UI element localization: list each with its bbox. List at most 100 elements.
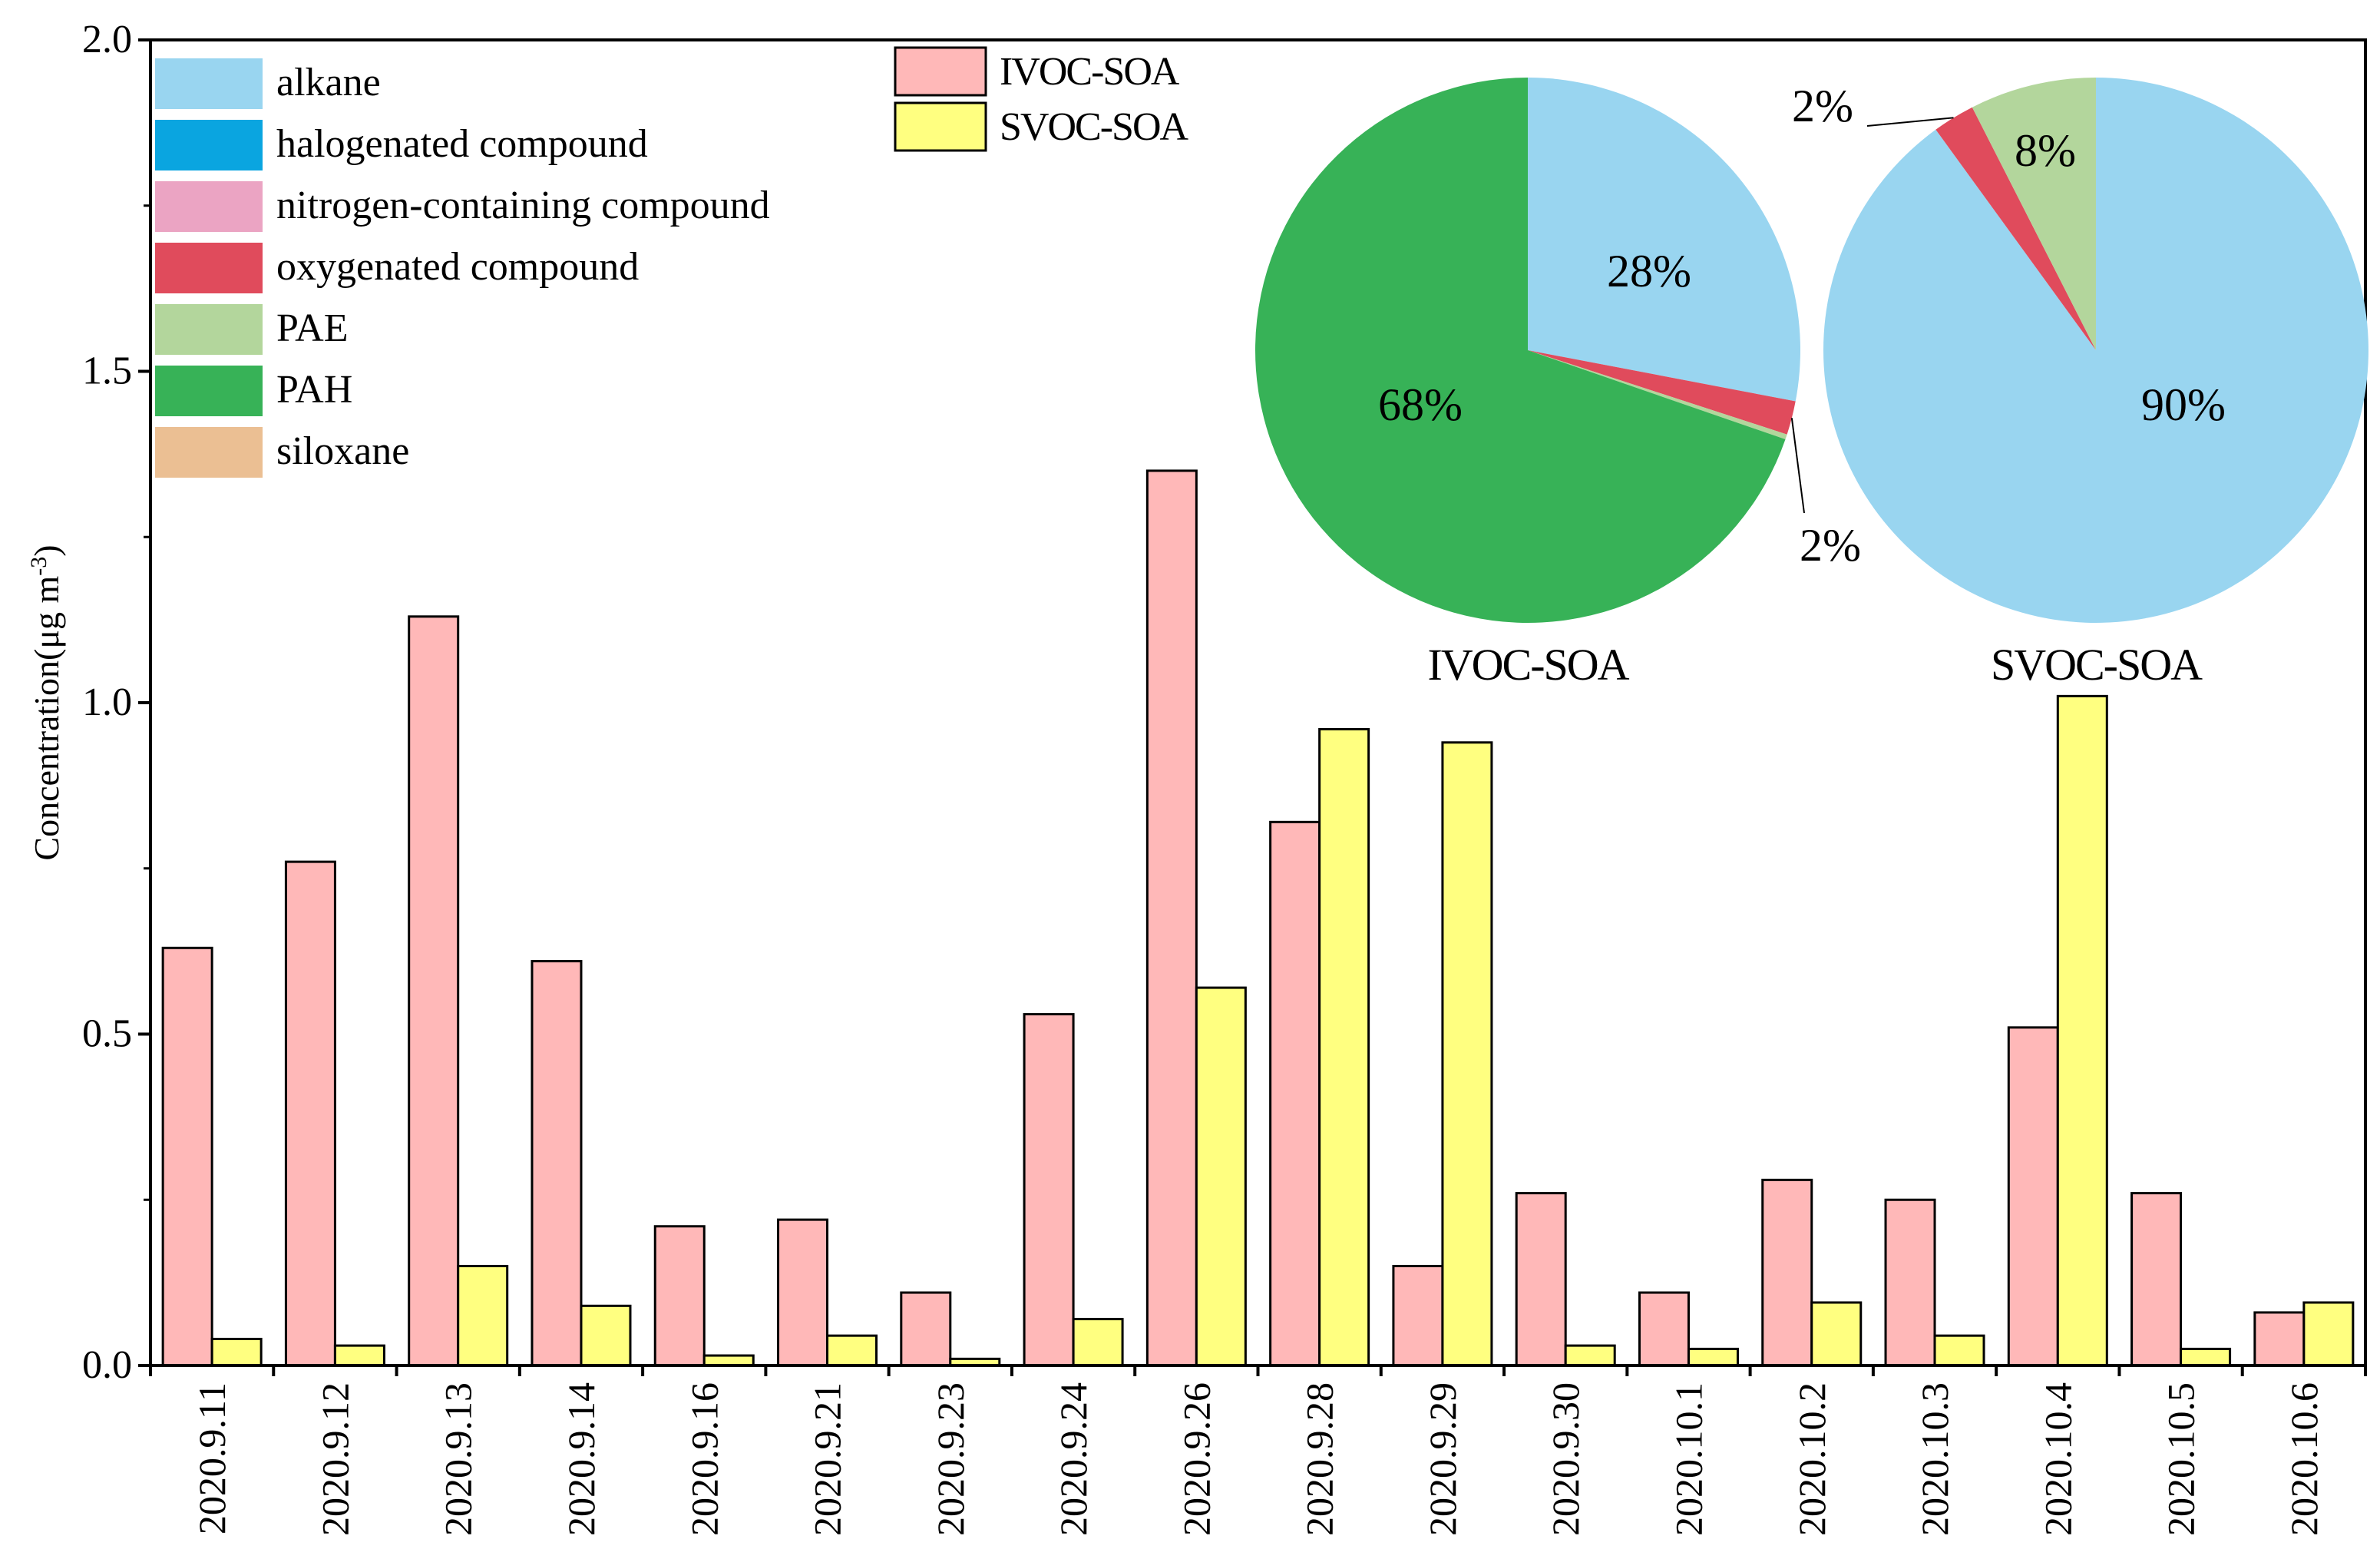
bar-ivoc-soa-2020-10-3 <box>1884 1198 1936 1367</box>
pie-leader-line <box>1790 418 1805 514</box>
x-tick-label: 2020.9.21 <box>806 1382 849 1536</box>
pie-slice-alkane <box>1528 78 1800 402</box>
pie-slice-PAE <box>1972 78 2096 350</box>
x-tick-label: 2020.9.28 <box>1298 1382 1341 1536</box>
bar-svoc-soa-2020-10-1 <box>1687 1347 1739 1367</box>
y-tick-label: 2.0 <box>82 18 132 61</box>
legend-swatch-oxygenated-compound <box>155 243 263 293</box>
y-axis-title: Concentration(μg m-3) <box>26 544 67 860</box>
bar-ivoc-soa-2020-9-16 <box>653 1225 706 1367</box>
x-tick-label: 2020.9.13 <box>437 1382 480 1536</box>
x-axis: 2020.9.11 2020.9.12 2020.9.13 2020.9.14 2020… <box>149 1365 2367 1536</box>
bar-ivoc-soa-2020-9-28 <box>1269 820 1321 1367</box>
bar-ivoc-soa-2020-10-4 <box>2007 1026 2059 1367</box>
bar-ivoc-soa-2020-9-21 <box>777 1218 829 1367</box>
x-tick-label: 2020.9.30 <box>1544 1382 1587 1536</box>
legend-label-alkane: alkane <box>276 61 381 104</box>
pie-leader-line <box>1866 117 1954 127</box>
bar-ivoc-soa-2020-9-30 <box>1515 1192 1567 1367</box>
bar-ivoc-soa-2020-10-5 <box>2130 1192 2183 1367</box>
x-tick-label: 2020.9.24 <box>1052 1382 1095 1536</box>
bar-svoc-soa-2020-9-13 <box>457 1265 509 1367</box>
y-tick-label: 1.0 <box>82 680 132 724</box>
bar-svoc-soa-2020-10-3 <box>1933 1334 1985 1367</box>
pie-slice-label: 8% <box>2015 125 2076 176</box>
bar-svoc-soa-2020-9-14 <box>580 1304 632 1367</box>
series-legend-label-ivoc-soa: IVOC-SOA <box>1000 50 1180 94</box>
x-tick-label: 2020.10.3 <box>1913 1382 1956 1536</box>
legend-label-PAH: PAH <box>276 368 352 412</box>
pie-slice-label: 28% <box>1607 246 1691 296</box>
pie-slice-PAE <box>1528 350 1787 440</box>
x-tick-label: 2020.10.5 <box>2160 1382 2203 1536</box>
bar-ivoc-soa-2020-9-29 <box>1392 1265 1444 1367</box>
bar-ivoc-soa-2020-10-1 <box>1638 1291 1690 1367</box>
x-tick-label: 2020.9.26 <box>1175 1382 1218 1536</box>
bar-ivoc-soa-2020-9-26 <box>1145 469 1198 1367</box>
bar-ivoc-soa-2020-9-13 <box>408 615 460 1367</box>
bar-svoc-soa-2020-9-28 <box>1318 728 1370 1367</box>
pie-slice-oxygenated-compound <box>1935 107 2096 350</box>
pie-slice-label: 2% <box>1792 81 1853 131</box>
bar-svoc-soa-2020-10-5 <box>2180 1347 2232 1367</box>
y-tick-label: 1.5 <box>82 349 132 393</box>
y-axis: 0.0 0.5 1.0 1.5 2.0 <box>82 18 150 1387</box>
legend-label-siloxane: siloxane <box>276 429 409 473</box>
pie-svoc-soa: 90% 2% 8% SVOC-SOA <box>1792 78 2368 690</box>
legend-swatch-alkane <box>155 58 263 109</box>
legend-swatch-siloxane <box>155 427 263 478</box>
bar-ivoc-soa-2020-9-11 <box>161 946 213 1367</box>
bar-group <box>161 469 2355 1367</box>
y-axis-title-text: Concentration(μg m <box>27 576 66 861</box>
legend-swatch-PAE <box>155 304 263 355</box>
pie-slice-alkane <box>1823 78 2368 623</box>
legend-label-nitrogen-containing-compound: nitrogen-containing compound <box>276 184 770 227</box>
bar-svoc-soa-2020-9-12 <box>333 1344 385 1367</box>
bar-svoc-soa-2020-9-26 <box>1195 986 1247 1367</box>
pie-slice-label: 68% <box>1378 379 1463 430</box>
bar-svoc-soa-2020-9-29 <box>1441 741 1493 1367</box>
pie-slice-label: 90% <box>2141 379 2226 430</box>
y-tick-label: 0.0 <box>82 1343 132 1387</box>
series-legend-swatch-svoc-soa <box>894 101 987 152</box>
x-tick-label: 2020.10.6 <box>2282 1382 2325 1536</box>
x-tick-label: 2020.9.23 <box>929 1382 972 1536</box>
legend-label-halogenated-compound: halogenated compound <box>276 122 648 166</box>
bar-ivoc-soa-2020-9-24 <box>1023 1013 1075 1367</box>
bar-svoc-soa-2020-9-21 <box>826 1334 878 1367</box>
bar-ivoc-soa-2020-9-12 <box>284 860 336 1367</box>
bar-svoc-soa-2020-9-24 <box>1072 1318 1124 1367</box>
pie-slice-label: 2% <box>1800 520 1861 571</box>
series-legend-label-svoc-soa: SVOC-SOA <box>1000 105 1188 149</box>
bar-svoc-soa-2020-10-2 <box>1810 1301 1863 1367</box>
y-tick-label: 0.5 <box>82 1012 132 1056</box>
x-tick-label: 2020.9.11 <box>190 1382 233 1534</box>
bar-ivoc-soa-2020-10-2 <box>1761 1178 1813 1367</box>
bar-ivoc-soa-2020-9-14 <box>531 960 583 1367</box>
x-tick-label: 2020.9.29 <box>1421 1382 1464 1536</box>
series-legend: IVOC-SOA SVOC-SOA <box>894 46 1190 152</box>
pie-slice-PAH <box>1254 78 1786 623</box>
legend-swatch-PAH <box>155 366 263 416</box>
y-axis-title-exponent: -3 <box>26 557 51 576</box>
pie-slice-oxygenated-compound <box>1528 350 1796 435</box>
bar-svoc-soa-2020-9-11 <box>210 1337 263 1367</box>
bar-ivoc-soa-2020-9-23 <box>900 1291 952 1367</box>
pie-charts: 28% 2% 68% IVOC-SOA 90% 2% 8% SVOC-SOA <box>1254 78 2368 690</box>
pie-title: IVOC-SOA <box>1427 640 1629 690</box>
legend-swatch-nitrogen-containing-compound <box>155 181 263 232</box>
y-axis-title-close: ) <box>27 544 66 556</box>
x-tick-label: 2020.9.14 <box>560 1382 603 1536</box>
compound-legend: alkane halogenated compound nitrogen-conta… <box>155 58 770 478</box>
x-tick-label: 2020.9.12 <box>313 1382 356 1536</box>
x-tick-label: 2020.10.2 <box>1790 1382 1833 1536</box>
x-tick-label: 2020.10.1 <box>1667 1382 1710 1536</box>
pie-ivoc-soa: 28% 2% 68% IVOC-SOA <box>1254 78 1861 690</box>
legend-swatch-halogenated-compound <box>155 120 263 170</box>
legend-label-oxygenated-compound: oxygenated compound <box>276 245 639 289</box>
x-tick-label: 2020.10.4 <box>2036 1382 2079 1536</box>
bar-svoc-soa-2020-10-4 <box>2056 694 2108 1367</box>
bar-svoc-soa-2020-9-30 <box>1564 1344 1616 1367</box>
legend-label-PAE: PAE <box>276 306 348 350</box>
